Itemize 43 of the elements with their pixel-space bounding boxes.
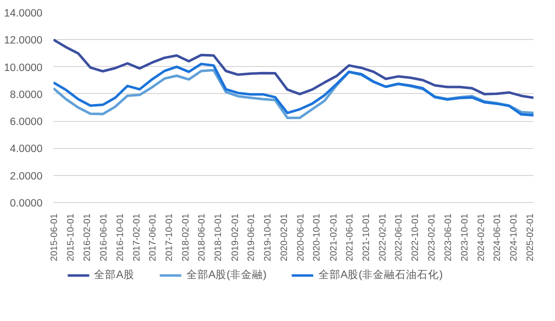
x-tick-label: 2023-06-01	[442, 213, 453, 262]
x-tick-label: 2016-06-01	[98, 213, 108, 262]
x-tick-label: 2024-02-01	[476, 213, 486, 262]
x-tick-label: 2016-10-01	[114, 213, 125, 262]
x-tick-label: 2021-02-01	[328, 213, 338, 262]
y-tick-label: 0.0000	[10, 198, 43, 210]
x-tick-label: 2021-10-01	[360, 213, 371, 262]
x-tick-label: 2022-10-01	[410, 213, 420, 262]
x-tick-label: 2023-02-01	[426, 213, 437, 262]
x-tick-label: 2017-10-01	[164, 213, 174, 262]
y-tick-label: 14.0000	[4, 8, 43, 20]
y-tick-label: 12.0000	[4, 34, 43, 47]
x-tick-label: 2017-02-01	[131, 213, 142, 262]
x-tick-label: 2020-02-01	[278, 213, 289, 262]
x-tick-label: 2018-02-01	[180, 213, 191, 262]
x-tick-label: 2020-06-01	[295, 213, 306, 262]
y-tick-label: 4.0000	[10, 143, 43, 156]
line-series	[54, 62, 534, 116]
x-tick-label: 2015-06-01	[49, 213, 59, 262]
x-tick-label: 2025-02-01	[525, 213, 536, 262]
x-tick-label: 2024-10-01	[508, 213, 519, 262]
x-tick-label: 2023-10-01	[459, 213, 470, 262]
y-tick-label: 6.0000	[10, 116, 43, 128]
x-tick-label: 2015-10-01	[65, 213, 76, 262]
x-tick-label: 2021-06-01	[344, 213, 354, 262]
x-tick-label: 2018-06-01	[196, 213, 207, 262]
legend-label: 全部A股(非金融石油石化)	[318, 268, 443, 282]
x-tick-label: 2022-06-01	[394, 213, 404, 262]
x-tick-label: 2016-02-01	[82, 213, 92, 262]
y-tick-label: 2.0000	[10, 170, 43, 182]
x-tick-label: 2019-02-01	[230, 213, 240, 262]
x-tick-label: 2019-06-01	[246, 213, 256, 262]
x-tick-label: 2022-02-01	[377, 213, 388, 262]
x-tick-label: 2018-10-01	[213, 213, 224, 262]
x-tick-label: 2019-10-01	[262, 213, 272, 262]
x-tick-label: 2017-06-01	[148, 213, 158, 262]
y-tick-label: 8.0000	[10, 88, 43, 101]
legend-label: 全部A股(非金融)	[186, 268, 267, 282]
x-tick-label: 2024-06-01	[492, 213, 502, 262]
line-series	[54, 38, 534, 99]
legend-label: 全部A股	[94, 268, 134, 282]
x-tick-label: 2020-10-01	[312, 213, 322, 262]
y-tick-label: 10.0000	[4, 62, 43, 74]
